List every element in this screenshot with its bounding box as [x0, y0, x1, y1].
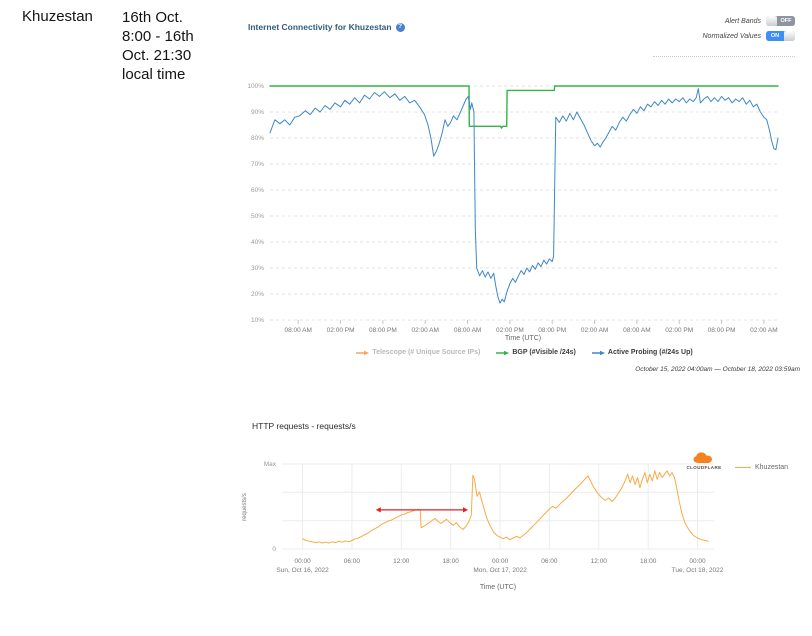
series-bgp-visible-24s [269, 85, 779, 129]
cloudflare-logo: CLOUDFLARE [682, 452, 726, 470]
y-tick-label: Max [264, 461, 277, 468]
x-tick-label: 02:00 PM [327, 327, 355, 334]
legend-arrow-marker [591, 350, 605, 355]
ioda-connectivity-chart: 100% 90% 80% 70% 60% 50% 40% 30% 20% 10% 08:00 AM 0… [247, 83, 779, 342]
normalized-values-toggle[interactable]: ON [766, 31, 795, 41]
x-tick-label: 12:00 [591, 558, 608, 565]
x-tick-label: 02:00 PM [665, 327, 693, 334]
legend-line-marker [735, 467, 751, 468]
legend-item-label: Khuzestan [755, 464, 789, 471]
y-tick-label: 50% [251, 213, 264, 220]
y-tick-label: 60% [251, 187, 264, 194]
ioda-title-row: Internet Connectivity for Khuzestan ? [248, 22, 405, 32]
x-tick-label: 06:00 [541, 558, 558, 565]
y-tick-label: 30% [251, 265, 264, 272]
x-tick-label: 18:00 [640, 558, 657, 565]
y-tick-label: 80% [251, 135, 264, 142]
y-tick-label: 100% [247, 83, 264, 90]
x-tick-label: 00:00 [689, 558, 706, 565]
toggle-state-label: OFF [777, 16, 795, 26]
x-tick-sublabel: Sun, Oct 16, 2022 [276, 567, 329, 574]
legend-arrow-marker [496, 350, 510, 355]
x-tick-label: 18:00 [443, 558, 460, 565]
y-tick-label: 70% [251, 161, 264, 168]
y-tick-label: 0 [272, 546, 276, 553]
timeframe-label: 16th Oct. 8:00 - 16th Oct. 21:30 local t… [122, 9, 194, 83]
toggle-knob [784, 31, 795, 41]
series-khuzestan [302, 470, 709, 544]
legend-item-label: Telescope (# Unique Source IPs) [372, 349, 481, 356]
cloudflare-cloud-icon [693, 452, 712, 463]
x-tick-label: 02:00 AM [750, 327, 777, 334]
x-axis-title: Time (UTC) [480, 584, 516, 591]
toggle-knob [766, 16, 777, 26]
arrow-head-left [375, 507, 381, 513]
x-tick-label: 08:00 AM [284, 327, 311, 334]
cloudflare-chart-title: HTTP requests - requests/s [252, 421, 356, 431]
cloudflare-http-requests-chart: Max 0 00:00 Sun, Oct 16, 2022 06:00 12:00 18:0… [242, 461, 724, 591]
y-tick-label: 20% [251, 291, 264, 298]
ioda-controls: Alert Bands OFF Normalized Values ON [702, 16, 795, 41]
region-label: Khuzestan [22, 8, 93, 25]
x-tick-label: 02:00 AM [581, 327, 608, 334]
x-tick-label: 08:00 AM [623, 327, 650, 334]
x-tick-label: 00:00 [492, 558, 509, 565]
y-tick-label: 90% [251, 109, 264, 116]
cloudflare-logo-text: CLOUDFLARE [686, 465, 722, 470]
toggle-label: Normalized Values [702, 32, 762, 40]
x-tick-label: 06:00 [344, 558, 361, 565]
cloudflare-legend[interactable]: Khuzestan [735, 464, 788, 471]
legend-arrow-marker [356, 350, 370, 355]
toggle-label: Alert Bands [724, 17, 761, 25]
x-tick-sublabel: Tue, Oct 18, 2022 [672, 567, 724, 574]
y-tick-label: 10% [251, 317, 264, 324]
x-tick-label: 08:00 PM [708, 327, 736, 334]
controls-separator [653, 56, 795, 57]
x-tick-label: 02:00 PM [496, 327, 524, 334]
legend-item-telescope-unique-source-ips[interactable]: Telescope (# Unique Source IPs) [356, 349, 480, 356]
x-tick-label: 08:00 AM [454, 327, 481, 334]
x-tick-sublabel: Mon, Oct 17, 2022 [473, 567, 527, 574]
legend-item-label: Active Probing (#/24s Up) [607, 349, 693, 356]
x-tick-label: 02:00 AM [411, 327, 438, 334]
toggle-row-alert-bands: Alert Bands OFF [725, 16, 795, 26]
arrow-head-right [463, 507, 468, 513]
y-axis-title: requests/s [242, 493, 248, 521]
ioda-chart-title: Internet Connectivity for Khuzestan [248, 22, 392, 32]
legend-item-label: BGP (#Visible /24s) [512, 349, 576, 356]
series-active-probing-24s-up [269, 88, 779, 304]
toggle-state-label: ON [766, 31, 784, 41]
x-axis-title: Time (UTC) [505, 335, 541, 342]
ioda-date-range: October 15, 2022 04:00am — October 18, 2… [635, 366, 800, 373]
alert-bands-toggle[interactable]: OFF [766, 16, 795, 26]
x-tick-label: 08:00 PM [369, 327, 397, 334]
x-tick-label: 12:00 [393, 558, 410, 565]
ioda-legend: Telescope (# Unique Source IPs) BGP (#Vis… [237, 349, 812, 356]
y-tick-label: 40% [251, 239, 264, 246]
legend-item-bgp-visible-24s[interactable]: BGP (#Visible /24s) [496, 349, 576, 356]
x-tick-label: 00:00 [294, 558, 311, 565]
x-tick-label: 08:00 PM [538, 327, 566, 334]
toggle-row-normalized-values: Normalized Values ON [702, 31, 795, 41]
legend-item-active-probing-24s-up[interactable]: Active Probing (#/24s Up) [591, 349, 693, 356]
help-icon[interactable]: ? [395, 22, 405, 32]
